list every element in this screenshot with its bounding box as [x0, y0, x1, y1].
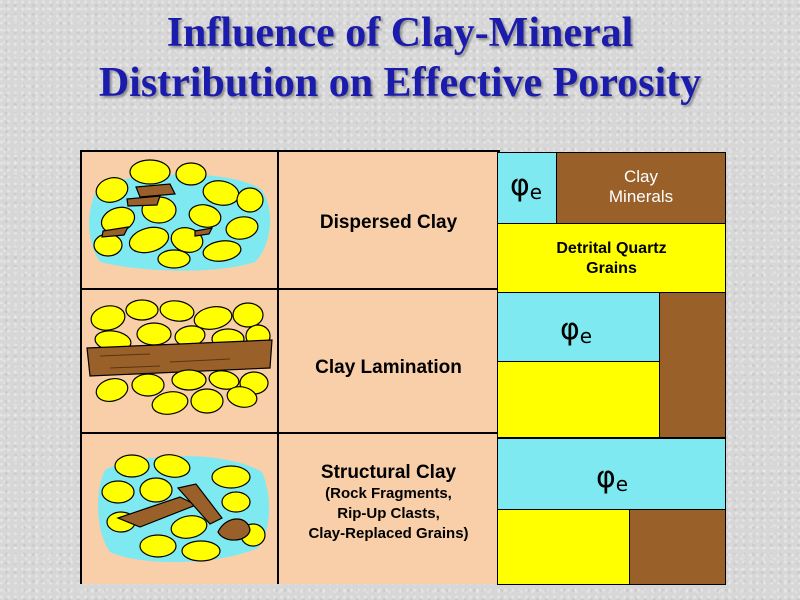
clay-lamination-text: Clay Lamination	[315, 357, 462, 378]
dispersed-porosity-block: φe	[497, 152, 557, 224]
table-top-border	[82, 150, 500, 152]
page-title: Influence of Clay-Mineral Distribution o…	[0, 8, 800, 108]
detrital-quartz-label: Detrital Quartz Grains	[556, 240, 667, 277]
lamination-quartz-block	[497, 361, 660, 438]
detrital-quartz-block: Detrital Quartz Grains	[497, 223, 726, 293]
structural-clay-sub-3: Clay-Replaced Grains)	[308, 525, 469, 542]
clay-minerals-block: Clay Minerals	[556, 152, 726, 224]
row-divider-1	[82, 288, 500, 290]
clay-replaced-grain	[217, 518, 251, 541]
structural-quartz-block	[497, 509, 630, 585]
structural-clay-sub-2: Rip-Up Clasts,	[337, 505, 440, 522]
phi-e-label-1: φe	[510, 168, 543, 205]
lamination-clay-block	[659, 292, 726, 438]
phi-e-label-3: φe	[596, 460, 629, 497]
structural-clay-illustration	[98, 454, 270, 563]
title-line-2: Distribution on Effective Porosity	[98, 60, 702, 106]
dispersed-clay-illustration	[89, 159, 271, 271]
dispersed-clay-text: Dispersed Clay	[319, 212, 458, 233]
clay-lamination-illustration	[86, 299, 273, 415]
clay-minerals-label: Clay Minerals	[608, 167, 674, 206]
title-line-1: Influence of Clay-Mineral	[166, 10, 634, 56]
structural-porosity-block: φe	[497, 438, 726, 510]
structural-clay-block	[629, 509, 726, 585]
row-divider-2	[82, 432, 500, 434]
structural-clay-text: Structural Clay	[320, 462, 457, 483]
dispersed-clay-label: Dispersed Clay	[279, 212, 498, 234]
clay-lamination-label: Clay Lamination	[279, 357, 498, 379]
phi-e-label-2: φe	[560, 312, 593, 349]
structural-clay-sub-1: (Rock Fragments,	[325, 485, 452, 502]
structural-clay-label: Structural Clay (Rock Fragments, Rip-Up …	[279, 462, 498, 544]
lamination-porosity-block: φe	[497, 292, 660, 362]
column-divider	[277, 150, 279, 584]
rip-up-clast	[176, 483, 223, 525]
